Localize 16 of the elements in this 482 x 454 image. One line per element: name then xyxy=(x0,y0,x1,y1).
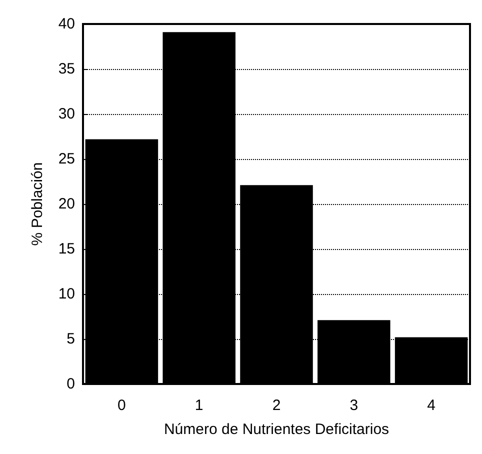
y-axis-title: % Población xyxy=(29,162,46,246)
x-tick-label: 0 xyxy=(118,397,126,414)
x-tick-label: 3 xyxy=(350,397,358,414)
y-tick-label: 10 xyxy=(58,286,75,302)
y-tick-label: 30 xyxy=(58,106,75,122)
x-tick-label: 4 xyxy=(427,397,436,414)
y-tick-label: 35 xyxy=(58,60,75,78)
y-tick-label: 15 xyxy=(58,240,75,258)
x-tick-label: 2 xyxy=(272,397,281,414)
y-tick-label: 40 xyxy=(58,16,75,32)
y-tick-label: 5 xyxy=(66,330,75,348)
x-axis-title: Número de Nutrientes Deficitarios xyxy=(164,421,390,438)
y-tick-label: 0 xyxy=(66,376,75,392)
y-tick-label: 20 xyxy=(58,196,75,212)
y-tick-label: 25 xyxy=(58,150,75,168)
x-tick-label: 1 xyxy=(194,397,204,414)
